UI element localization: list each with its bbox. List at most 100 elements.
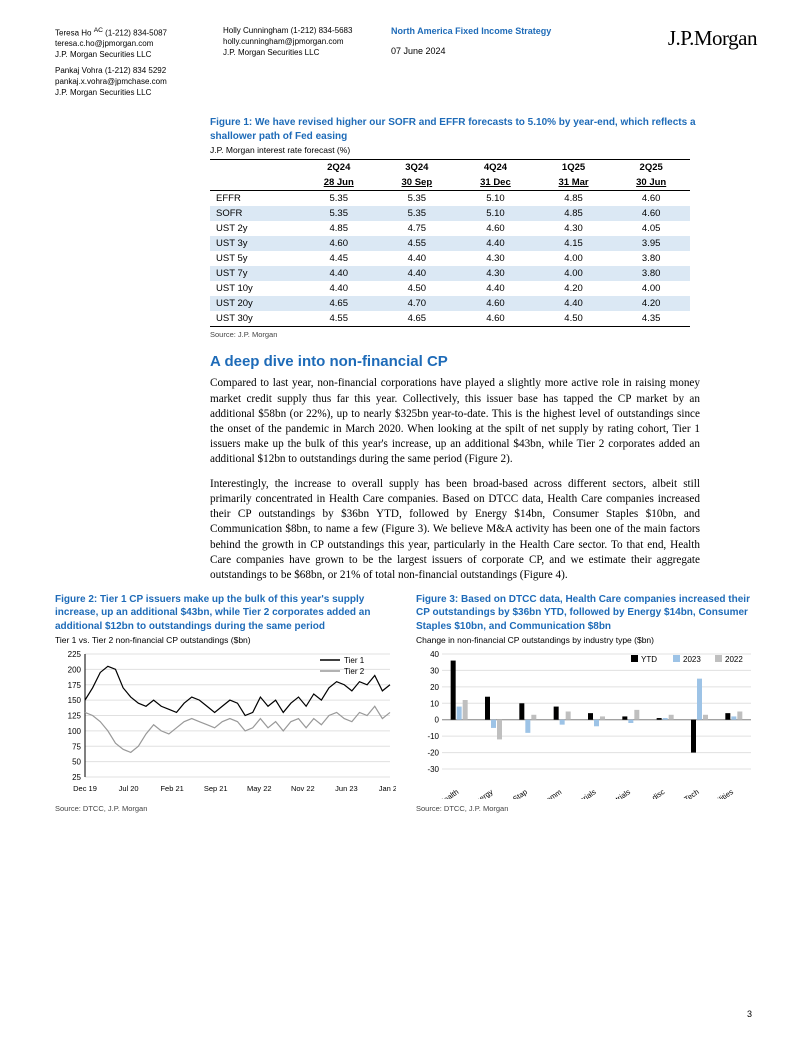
row-label: UST 30y <box>210 311 300 327</box>
row-label: SOFR <box>210 206 300 221</box>
contact-email: holly.cunningham@jpmorgan.com <box>223 37 371 48</box>
table-subheader: 31 Mar <box>535 175 613 191</box>
svg-text:Dec 19: Dec 19 <box>73 784 97 793</box>
row-label: UST 20y <box>210 296 300 311</box>
svg-text:Jul 20: Jul 20 <box>119 784 139 793</box>
table-header: 2Q25 <box>612 160 690 176</box>
svg-text:May 22: May 22 <box>247 784 272 793</box>
line-chart: 255075100125150175200225Dec 19Jul 20Feb … <box>55 649 396 799</box>
svg-text:Jun 23: Jun 23 <box>335 784 358 793</box>
ac-sup: AC <box>94 27 103 34</box>
cell: 4.85 <box>535 206 613 221</box>
table-row: SOFR5.355.355.104.854.60 <box>210 206 690 221</box>
jpmorgan-logo: J.P.Morgan <box>668 26 757 51</box>
cell: 3.80 <box>612 251 690 266</box>
cell: 4.40 <box>378 251 457 266</box>
doc-title-block: North America Fixed Income Strategy 07 J… <box>391 26 556 98</box>
svg-text:Sep 21: Sep 21 <box>204 784 228 793</box>
figure2-title: Figure 2: Tier 1 CP issuers make up the … <box>55 593 396 634</box>
svg-text:Feb 21: Feb 21 <box>160 784 183 793</box>
cell: 4.50 <box>535 311 613 327</box>
cell: 4.85 <box>535 191 613 207</box>
cell: 5.10 <box>456 206 535 221</box>
svg-text:Tier 2: Tier 2 <box>344 667 365 676</box>
cell: 4.60 <box>300 236 378 251</box>
cell: 4.30 <box>535 221 613 236</box>
svg-text:0: 0 <box>435 716 440 725</box>
cell: 4.40 <box>456 236 535 251</box>
contact-name: Pankaj Vohra (1-212) 834 5292 <box>55 66 203 77</box>
svg-text:Con disc: Con disc <box>637 787 666 799</box>
contact-mid: Holly Cunningham (1-212) 834-5683 holly.… <box>223 26 371 98</box>
cell: 4.60 <box>456 221 535 236</box>
svg-text:125: 125 <box>68 712 82 721</box>
table-row: UST 10y4.404.504.404.204.00 <box>210 281 690 296</box>
cell: 3.80 <box>612 266 690 281</box>
svg-text:Industrials: Industrials <box>599 787 632 799</box>
svg-text:Health: Health <box>437 788 460 800</box>
figure3-col: Figure 3: Based on DTCC data, Health Car… <box>416 593 757 814</box>
cell: 4.60 <box>612 191 690 207</box>
cell: 4.40 <box>300 266 378 281</box>
cell: 5.10 <box>456 191 535 207</box>
svg-text:-10: -10 <box>427 733 439 742</box>
figure1-source: Source: J.P. Morgan <box>210 330 700 339</box>
svg-text:100: 100 <box>68 727 82 736</box>
cell: 4.55 <box>378 236 457 251</box>
figure1-title: Figure 1: We have revised higher our SOF… <box>210 116 700 143</box>
table-header: 2Q24 <box>300 160 378 176</box>
row-label: UST 5y <box>210 251 300 266</box>
svg-text:175: 175 <box>68 681 82 690</box>
cell: 4.65 <box>300 296 378 311</box>
cell: 4.40 <box>300 281 378 296</box>
contact-firm: J.P. Morgan Securities LLC <box>223 48 371 59</box>
contact-email: pankaj.x.vohra@jpmchase.com <box>55 77 203 88</box>
table-subheader: 31 Dec <box>456 175 535 191</box>
bar-chart: -30-20-10010203040HealthEnergyCon StapCo… <box>416 649 757 799</box>
cell: 5.35 <box>300 191 378 207</box>
cell: 4.15 <box>535 236 613 251</box>
svg-text:YTD: YTD <box>641 655 657 664</box>
table-header <box>210 160 300 176</box>
cell: 5.35 <box>378 206 457 221</box>
table-row: UST 2y4.854.754.604.304.05 <box>210 221 690 236</box>
cell: 3.95 <box>612 236 690 251</box>
svg-text:75: 75 <box>72 743 81 752</box>
table-body: EFFR5.355.355.104.854.60SOFR5.355.355.10… <box>210 191 690 327</box>
svg-text:50: 50 <box>72 758 81 767</box>
contact-firm: J.P. Morgan Securities LLC <box>55 88 203 99</box>
figure1-subtitle: J.P. Morgan interest rate forecast (%) <box>210 145 700 155</box>
cell: 4.70 <box>378 296 457 311</box>
cell: 4.75 <box>378 221 457 236</box>
svg-text:30: 30 <box>430 667 439 676</box>
svg-text:Jan 24: Jan 24 <box>379 784 396 793</box>
svg-text:150: 150 <box>68 696 82 705</box>
table-subheader: 30 Jun <box>612 175 690 191</box>
svg-text:20: 20 <box>430 683 439 692</box>
table-header: 3Q24 <box>378 160 457 176</box>
cell: 4.45 <box>300 251 378 266</box>
contact-email: teresa.c.ho@jpmorgan.com <box>55 39 203 50</box>
table-row: UST 7y4.404.404.304.003.80 <box>210 266 690 281</box>
paragraph-2: Interestingly, the increase to overall s… <box>210 477 700 583</box>
svg-text:2022: 2022 <box>725 655 743 664</box>
contact-left: Teresa Ho AC (1-212) 834-5087 teresa.c.h… <box>55 26 203 98</box>
cell: 4.50 <box>378 281 457 296</box>
figure3-source: Source: DTCC, J.P. Morgan <box>416 804 757 813</box>
cell: 4.40 <box>535 296 613 311</box>
cell: 4.60 <box>456 311 535 327</box>
svg-text:Materials: Materials <box>568 787 598 799</box>
row-label: UST 7y <box>210 266 300 281</box>
table-header: 1Q25 <box>535 160 613 176</box>
cell: 4.60 <box>456 296 535 311</box>
doc-title: North America Fixed Income Strategy <box>391 26 556 38</box>
svg-text:2023: 2023 <box>683 655 701 664</box>
svg-text:Energy: Energy <box>470 787 495 799</box>
section-title: A deep dive into non-financial CP <box>210 353 700 370</box>
svg-text:Nov 22: Nov 22 <box>291 784 315 793</box>
figure3-subtitle: Change in non-financial CP outstandings … <box>416 635 757 645</box>
table-subheader: 30 Sep <box>378 175 457 191</box>
cell: 5.35 <box>378 191 457 207</box>
svg-text:40: 40 <box>430 650 439 659</box>
table-header: 4Q24 <box>456 160 535 176</box>
